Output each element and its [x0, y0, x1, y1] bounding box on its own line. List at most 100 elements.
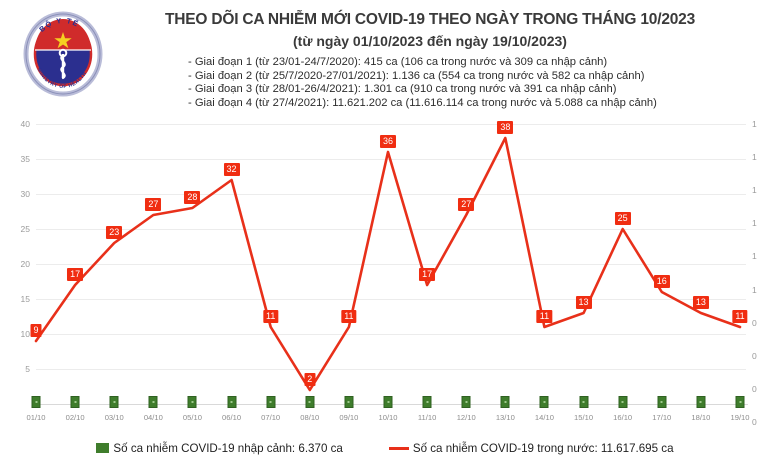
imported-cases-marker	[579, 396, 589, 408]
data-value-label: 11	[536, 310, 553, 323]
gridline	[36, 334, 746, 335]
y-axis-tick-right: 1	[752, 153, 757, 162]
x-axis-tick: 03/10	[104, 413, 124, 422]
data-value-label: 25	[614, 212, 631, 225]
chart-header: BỘ Y TẾ MINISTRY OF HEALTH THEO DÕI CA N…	[0, 0, 770, 118]
imported-cases-marker	[70, 396, 80, 408]
imported-cases-marker	[148, 396, 158, 408]
y-axis-tick-left: 5	[25, 364, 30, 374]
x-axis-tick: 19/10	[730, 413, 750, 422]
y-axis-tick-right: 1	[752, 120, 757, 128]
y-axis-tick-right: 1	[752, 219, 757, 228]
imported-cases-marker	[266, 396, 276, 408]
imported-cases-marker	[657, 396, 667, 408]
imported-cases-marker	[305, 396, 315, 408]
gridline	[36, 124, 746, 125]
data-value-label: 27	[458, 198, 475, 211]
title-block: THEO DÕI CA NHIỄM MỚI COVID-19 THEO NGÀY…	[110, 10, 750, 110]
data-value-label: 38	[497, 121, 514, 134]
data-value-label: 32	[223, 163, 240, 176]
x-axis-tick: 08/10	[300, 413, 320, 422]
ministry-of-health-logo: BỘ Y TẾ MINISTRY OF HEALTH	[22, 10, 104, 104]
x-axis-tick: 13/10	[495, 413, 515, 422]
gridline	[36, 194, 746, 195]
imported-cases-marker	[31, 396, 41, 408]
red-line-icon	[388, 446, 409, 450]
y-axis-tick-left: 25	[20, 224, 30, 234]
x-axis-tick: 14/10	[534, 413, 554, 422]
y-axis-tick-left: 40	[20, 119, 30, 129]
x-axis-tick: 02/10	[65, 413, 85, 422]
data-value-label: 11	[732, 310, 748, 323]
imported-cases-marker	[696, 396, 706, 408]
x-axis-tick: 09/10	[339, 413, 359, 422]
x-axis-tick: 18/10	[691, 413, 711, 422]
phase-line: - Giai đoạn 2 (từ 25/7/2020-27/01/2021):…	[188, 69, 645, 82]
domestic-cases-line	[34, 136, 742, 392]
imported-cases-marker	[344, 396, 354, 408]
page-subtitle: (từ ngày 01/10/2023 đến ngày 19/10/2023)	[293, 33, 567, 49]
data-value-label: 28	[184, 191, 201, 204]
imported-cases-marker	[227, 396, 237, 408]
y-axis-tick-right: 1	[752, 186, 757, 195]
imported-cases-marker	[422, 396, 432, 408]
imported-cases-marker	[187, 396, 197, 408]
x-axis-tick: 05/10	[182, 413, 202, 422]
x-axis-tick: 15/10	[574, 413, 594, 422]
imported-cases-marker	[461, 396, 471, 408]
phase-line: - Giai đoạn 4 (từ 27/4/2021): 11.621.202…	[188, 96, 657, 109]
imported-cases-marker	[618, 396, 628, 408]
y-axis-tick-left: 35	[20, 154, 30, 164]
x-axis-tick: 10/10	[378, 413, 398, 422]
data-value-label: 17	[419, 268, 436, 281]
imported-cases-marker	[539, 396, 549, 408]
data-value-label: 36	[379, 135, 397, 148]
chart-legend: Số ca nhiễm COVID-19 nhập cảnh: 6.370 ca…	[0, 437, 770, 459]
y-axis-tick-right: 1	[752, 285, 757, 294]
data-value-label: 11	[262, 310, 279, 323]
y-axis-tick-left: 30	[20, 189, 30, 199]
y-axis-tick-left: 15	[20, 294, 30, 304]
gridline	[36, 299, 746, 300]
green-square-icon	[96, 443, 110, 453]
imported-cases-marker	[383, 396, 393, 408]
x-axis-tick: 12/10	[456, 413, 476, 422]
legend-item-imported: Số ca nhiễm COVID-19 nhập cảnh: 6.370 ca	[96, 441, 343, 455]
data-value-label: 13	[575, 296, 592, 309]
x-axis-tick: 06/10	[222, 413, 242, 422]
phase-summary-list: - Giai đoạn 1 (từ 23/01-24/7/2020): 415 …	[110, 56, 750, 110]
x-axis-tick: 07/10	[261, 413, 281, 422]
x-axis-tick: 11/10	[417, 413, 437, 422]
y-axis-tick-left: 10	[20, 329, 30, 339]
data-value-label: 17	[67, 268, 84, 281]
x-axis-tick: 04/10	[143, 413, 163, 422]
imported-cases-marker	[735, 396, 745, 408]
gridline	[36, 369, 746, 370]
data-value-label: 27	[145, 198, 162, 211]
phase-line: - Giai đoạn 1 (từ 23/01-24/7/2020): 415 …	[188, 56, 608, 68]
data-value-label: 13	[692, 296, 709, 309]
page-title: THEO DÕI CA NHIỄM MỚI COVID-19 THEO NGÀY…	[164, 11, 696, 28]
y-axis-tick-left: 20	[20, 259, 30, 269]
legend-label-domestic: Số ca nhiễm COVID-19 trong nước: 11.617.…	[412, 441, 674, 455]
imported-cases-marker	[500, 396, 510, 408]
y-axis-tick-right: 0	[752, 318, 757, 327]
gridline	[36, 229, 746, 230]
y-axis-tick-right: 0	[752, 351, 757, 360]
x-axis-tick: 16/10	[613, 413, 633, 422]
legend-item-domestic: Số ca nhiễm COVID-19 trong nước: 11.617.…	[388, 441, 674, 455]
y-axis-tick-right: 0	[752, 418, 757, 426]
y-axis-tick-right: 1	[752, 252, 757, 261]
gridline	[36, 264, 746, 265]
x-axis-tick: 17/10	[652, 413, 672, 422]
x-axis-tick: 01/10	[26, 413, 46, 422]
imported-cases-marker	[109, 396, 119, 408]
data-value-label: 16	[653, 275, 670, 288]
legend-label-imported: Số ca nhiễm COVID-19 nhập cảnh: 6.370 ca	[113, 441, 343, 455]
data-value-label: 2	[304, 373, 316, 386]
phase-line: - Giai đoạn 3 (từ 28/01-26/4/2021): 1.30…	[188, 83, 617, 96]
data-value-label: 23	[106, 226, 123, 239]
data-value-label: 9	[30, 324, 42, 337]
y-axis-tick-right: 0	[752, 384, 757, 393]
